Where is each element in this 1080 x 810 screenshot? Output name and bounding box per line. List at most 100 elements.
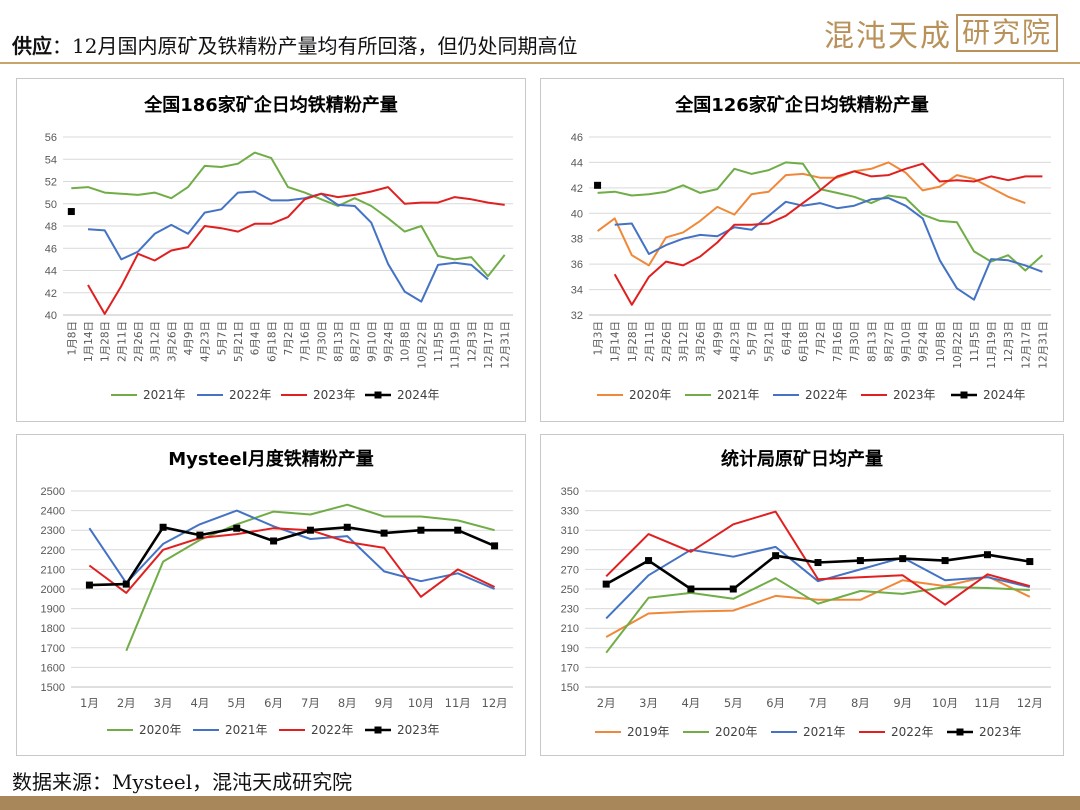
data-point-2023年	[983, 551, 991, 559]
brand-logo: 混沌天成 研究院	[824, 14, 1058, 54]
x-tick-label: 9月10日	[366, 321, 378, 362]
legend-label: 2021年	[803, 725, 846, 739]
series-line-2023年	[87, 186, 505, 315]
legend-label: 2021年	[717, 388, 760, 402]
x-tick-label: 8月	[851, 696, 870, 710]
x-tick-label: 12月31日	[1037, 321, 1049, 369]
data-point-2023年	[729, 585, 737, 593]
x-tick-label: 7月30日	[849, 321, 861, 362]
x-tick-label: 5月	[724, 696, 743, 710]
data-point-2023年	[856, 557, 864, 565]
x-tick-label: 7月16日	[832, 321, 844, 362]
x-tick-label: 5月21日	[233, 321, 245, 362]
legend-label: 2023年	[313, 388, 356, 402]
data-point-2023年	[417, 526, 425, 534]
legend-label: 2020年	[139, 723, 182, 737]
legend-label: 2023年	[893, 388, 936, 402]
series-line-2020年	[125, 503, 495, 652]
x-tick-label: 6月18日	[798, 321, 810, 362]
legend-label: 2019年	[627, 725, 670, 739]
series-line-2020年	[605, 577, 1030, 654]
y-tick-label: 1500	[41, 682, 65, 694]
x-tick-label: 3月26日	[166, 321, 178, 362]
data-point-2023年	[343, 523, 351, 531]
series-line-2021年	[88, 509, 495, 590]
y-tick-label: 40	[45, 310, 57, 322]
chart-panel-126-mines: 全国126家矿企日均铁精粉产量 32 34 36 38 40 42 44 46 1月3日 1月14日…	[540, 78, 1064, 422]
y-tick-label: 2100	[41, 564, 65, 576]
x-tick-label: 1月8日	[66, 321, 78, 355]
x-tick-label: 1月14日	[83, 321, 95, 362]
data-point-2023年	[602, 580, 610, 588]
x-tick-label: 11月5日	[433, 321, 445, 362]
y-tick-label: 54	[45, 154, 57, 166]
series-line-2019年	[605, 575, 1031, 638]
chart-title: 全国126家矿企日均铁精粉产量	[674, 94, 929, 116]
x-tick-label: 4月	[681, 696, 700, 710]
y-tick-label: 310	[561, 525, 579, 537]
chart-186-mines: 全国186家矿企日均铁精粉产量 40 42 44 46 48 50 52 54 56 1月8日 1月1…	[45, 94, 513, 402]
x-tick-label: 12月31日	[500, 321, 512, 369]
x-tick-label: 8月27日	[883, 321, 895, 362]
data-point-2023年	[122, 580, 130, 588]
data-point-2023年	[159, 523, 167, 531]
title-text: 12月国内原矿及铁精粉产量均有所回落，但仍处同期高位	[72, 34, 578, 58]
y-tick-label: 42	[571, 183, 583, 195]
data-point-2023年	[772, 552, 780, 560]
data-point-2023年	[645, 557, 653, 565]
series-line-2021年	[71, 151, 506, 278]
y-tick-label: 330	[561, 506, 579, 518]
legend-label: 2024年	[983, 388, 1026, 402]
x-tick-label: 12月3日	[466, 321, 478, 362]
x-tick-label: 8月13日	[333, 321, 345, 362]
legend-label: 2022年	[229, 388, 272, 402]
legend-label: 2020年	[715, 725, 758, 739]
x-tick-label: 12月	[1017, 696, 1043, 710]
data-point-2023年	[454, 526, 462, 534]
y-tick-label: 2500	[41, 486, 65, 498]
series-line-2022年	[88, 527, 496, 598]
y-tick-label: 36	[571, 259, 583, 271]
data-point-2023年	[814, 559, 822, 567]
legend-marker	[374, 726, 382, 734]
x-tick-label: 7月16日	[300, 321, 312, 362]
chart-stats-bureau: 统计局原矿日均产量 150 170 190 210 230 250 270 290 310 330 3…	[561, 448, 1051, 739]
y-tick-label: 46	[45, 243, 57, 255]
x-tick-label: 3月12日	[678, 321, 690, 362]
data-point-2023年	[491, 542, 499, 550]
y-tick-label: 40	[571, 208, 583, 220]
chart-title: 统计局原矿日均产量	[721, 448, 883, 470]
y-tick-label: 38	[571, 234, 583, 246]
data-point-2024年	[594, 181, 602, 189]
y-tick-label: 1800	[41, 623, 65, 635]
chart-title: 全国186家矿企日均铁精粉产量	[143, 94, 398, 116]
x-tick-label: 4月23日	[200, 321, 212, 362]
x-tick-label: 12月17日	[483, 321, 495, 369]
x-tick-label: 3月	[154, 696, 173, 710]
logo-box-text: 研究院	[955, 14, 1058, 52]
x-tick-label: 6月	[766, 696, 785, 710]
legend-label: 2020年	[629, 388, 672, 402]
legend-label: 2022年	[311, 723, 354, 737]
series-line-2023年	[89, 526, 496, 587]
y-tick-label: 50	[45, 199, 57, 211]
x-tick-label: 2月26日	[661, 321, 673, 362]
y-tick-label: 2200	[41, 545, 65, 557]
data-point-2023年	[941, 557, 949, 565]
x-tick-label: 9月	[375, 696, 394, 710]
x-tick-label: 9月10日	[901, 321, 913, 362]
x-tick-label: 1月28日	[627, 321, 639, 362]
y-tick-label: 1900	[41, 604, 65, 616]
y-tick-label: 1600	[41, 662, 65, 674]
x-tick-label: 3月	[639, 696, 658, 710]
x-tick-label: 6月4日	[781, 321, 793, 355]
data-point-2023年	[270, 537, 278, 545]
x-tick-label: 2月	[117, 696, 136, 710]
chart-126-mines: 全国126家矿企日均铁精粉产量 32 34 36 38 40 42 44 46 1月3日 1月14日…	[571, 94, 1051, 402]
x-tick-label: 4月9日	[183, 321, 195, 355]
data-point-2023年	[687, 585, 695, 593]
x-tick-label: 8月13日	[866, 321, 878, 362]
y-tick-label: 52	[45, 177, 57, 189]
series-line-2023年	[613, 162, 1043, 306]
legend-label: 2023年	[979, 725, 1022, 739]
